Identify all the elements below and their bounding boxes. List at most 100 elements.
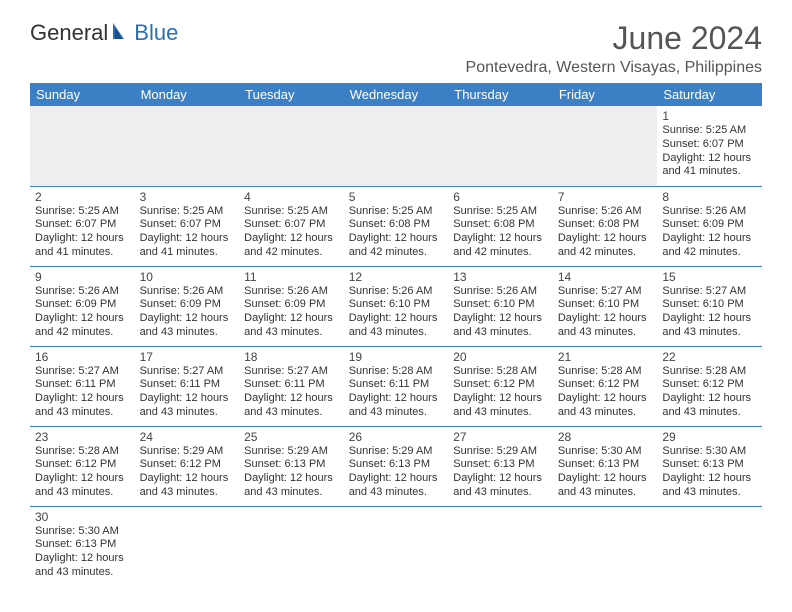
calendar-cell xyxy=(553,506,658,586)
day-info: Sunrise: 5:25 AMSunset: 6:07 PMDaylight:… xyxy=(35,205,130,260)
sunrise-text: Sunrise: 5:26 AM xyxy=(244,285,339,299)
calendar-cell: 19Sunrise: 5:28 AMSunset: 6:11 PMDayligh… xyxy=(344,346,449,426)
sunrise-text: Sunrise: 5:26 AM xyxy=(35,285,130,299)
sunset-text: Sunset: 6:10 PM xyxy=(558,298,653,312)
calendar-cell: 2Sunrise: 5:25 AMSunset: 6:07 PMDaylight… xyxy=(30,186,135,266)
calendar-cell: 27Sunrise: 5:29 AMSunset: 6:13 PMDayligh… xyxy=(448,426,553,506)
calendar-cell: 10Sunrise: 5:26 AMSunset: 6:09 PMDayligh… xyxy=(135,266,240,346)
sunset-text: Sunset: 6:11 PM xyxy=(244,378,339,392)
day-info: Sunrise: 5:26 AMSunset: 6:08 PMDaylight:… xyxy=(558,205,653,260)
daylight-text: Daylight: 12 hours and 43 minutes. xyxy=(244,312,339,340)
title-block: June 2024 Pontevedra, Western Visayas, P… xyxy=(466,20,762,77)
sunrise-text: Sunrise: 5:27 AM xyxy=(558,285,653,299)
calendar-week-row: 23Sunrise: 5:28 AMSunset: 6:12 PMDayligh… xyxy=(30,426,762,506)
day-info: Sunrise: 5:29 AMSunset: 6:13 PMDaylight:… xyxy=(453,445,548,500)
day-number: 27 xyxy=(453,430,548,444)
calendar-cell xyxy=(30,106,135,186)
day-info: Sunrise: 5:27 AMSunset: 6:10 PMDaylight:… xyxy=(662,285,757,340)
sunrise-text: Sunrise: 5:29 AM xyxy=(140,445,235,459)
sunset-text: Sunset: 6:13 PM xyxy=(453,458,548,472)
sunset-text: Sunset: 6:10 PM xyxy=(662,298,757,312)
day-number: 9 xyxy=(35,270,130,284)
daylight-text: Daylight: 12 hours and 43 minutes. xyxy=(35,472,130,500)
sunrise-text: Sunrise: 5:26 AM xyxy=(453,285,548,299)
sunrise-text: Sunrise: 5:28 AM xyxy=(453,365,548,379)
calendar-cell xyxy=(448,506,553,586)
day-info: Sunrise: 5:28 AMSunset: 6:11 PMDaylight:… xyxy=(349,365,444,420)
calendar-cell xyxy=(344,506,449,586)
daylight-text: Daylight: 12 hours and 43 minutes. xyxy=(453,312,548,340)
day-number: 24 xyxy=(140,430,235,444)
calendar-cell: 25Sunrise: 5:29 AMSunset: 6:13 PMDayligh… xyxy=(239,426,344,506)
day-info: Sunrise: 5:27 AMSunset: 6:11 PMDaylight:… xyxy=(244,365,339,420)
sunset-text: Sunset: 6:12 PM xyxy=(558,378,653,392)
calendar-cell xyxy=(553,106,658,186)
day-number: 29 xyxy=(662,430,757,444)
daylight-text: Daylight: 12 hours and 41 minutes. xyxy=(662,152,757,180)
calendar-cell: 3Sunrise: 5:25 AMSunset: 6:07 PMDaylight… xyxy=(135,186,240,266)
calendar-cell: 28Sunrise: 5:30 AMSunset: 6:13 PMDayligh… xyxy=(553,426,658,506)
day-number: 19 xyxy=(349,350,444,364)
calendar-cell: 8Sunrise: 5:26 AMSunset: 6:09 PMDaylight… xyxy=(657,186,762,266)
day-info: Sunrise: 5:26 AMSunset: 6:10 PMDaylight:… xyxy=(349,285,444,340)
sunset-text: Sunset: 6:09 PM xyxy=(35,298,130,312)
day-number: 17 xyxy=(140,350,235,364)
sunset-text: Sunset: 6:09 PM xyxy=(662,218,757,232)
sunset-text: Sunset: 6:10 PM xyxy=(453,298,548,312)
calendar-cell: 18Sunrise: 5:27 AMSunset: 6:11 PMDayligh… xyxy=(239,346,344,426)
sunset-text: Sunset: 6:13 PM xyxy=(558,458,653,472)
day-number: 8 xyxy=(662,190,757,204)
day-number: 13 xyxy=(453,270,548,284)
calendar-cell: 29Sunrise: 5:30 AMSunset: 6:13 PMDayligh… xyxy=(657,426,762,506)
daylight-text: Daylight: 12 hours and 43 minutes. xyxy=(662,312,757,340)
sunrise-text: Sunrise: 5:29 AM xyxy=(244,445,339,459)
day-info: Sunrise: 5:25 AMSunset: 6:08 PMDaylight:… xyxy=(453,205,548,260)
sunset-text: Sunset: 6:12 PM xyxy=(35,458,130,472)
calendar-week-row: 2Sunrise: 5:25 AMSunset: 6:07 PMDaylight… xyxy=(30,186,762,266)
day-number: 22 xyxy=(662,350,757,364)
calendar-cell: 22Sunrise: 5:28 AMSunset: 6:12 PMDayligh… xyxy=(657,346,762,426)
sunset-text: Sunset: 6:07 PM xyxy=(244,218,339,232)
logo-text-general: General xyxy=(30,20,108,46)
calendar-cell xyxy=(135,506,240,586)
day-info: Sunrise: 5:28 AMSunset: 6:12 PMDaylight:… xyxy=(662,365,757,420)
sunrise-text: Sunrise: 5:28 AM xyxy=(35,445,130,459)
day-info: Sunrise: 5:29 AMSunset: 6:13 PMDaylight:… xyxy=(349,445,444,500)
day-info: Sunrise: 5:26 AMSunset: 6:09 PMDaylight:… xyxy=(140,285,235,340)
sunset-text: Sunset: 6:08 PM xyxy=(453,218,548,232)
day-number: 7 xyxy=(558,190,653,204)
daylight-text: Daylight: 12 hours and 43 minutes. xyxy=(140,472,235,500)
day-header-sunday: Sunday xyxy=(30,83,135,106)
location-subtitle: Pontevedra, Western Visayas, Philippines xyxy=(466,59,762,77)
daylight-text: Daylight: 12 hours and 42 minutes. xyxy=(244,232,339,260)
day-number: 4 xyxy=(244,190,339,204)
day-info: Sunrise: 5:26 AMSunset: 6:09 PMDaylight:… xyxy=(244,285,339,340)
sail-icon xyxy=(110,21,132,46)
calendar-cell: 23Sunrise: 5:28 AMSunset: 6:12 PMDayligh… xyxy=(30,426,135,506)
calendar-cell xyxy=(239,106,344,186)
day-number: 2 xyxy=(35,190,130,204)
day-info: Sunrise: 5:25 AMSunset: 6:07 PMDaylight:… xyxy=(140,205,235,260)
page-header: General Blue June 2024 Pontevedra, Weste… xyxy=(30,20,762,77)
day-number: 26 xyxy=(349,430,444,444)
day-header-wednesday: Wednesday xyxy=(344,83,449,106)
calendar-body: 1Sunrise: 5:25 AMSunset: 6:07 PMDaylight… xyxy=(30,106,762,586)
sunrise-text: Sunrise: 5:29 AM xyxy=(453,445,548,459)
sunrise-text: Sunrise: 5:26 AM xyxy=(140,285,235,299)
sunset-text: Sunset: 6:12 PM xyxy=(662,378,757,392)
day-number: 25 xyxy=(244,430,339,444)
calendar-cell xyxy=(448,106,553,186)
calendar-cell xyxy=(344,106,449,186)
sunset-text: Sunset: 6:12 PM xyxy=(453,378,548,392)
daylight-text: Daylight: 12 hours and 41 minutes. xyxy=(35,232,130,260)
daylight-text: Daylight: 12 hours and 43 minutes. xyxy=(349,472,444,500)
daylight-text: Daylight: 12 hours and 43 minutes. xyxy=(244,392,339,420)
day-number: 6 xyxy=(453,190,548,204)
day-number: 18 xyxy=(244,350,339,364)
sunrise-text: Sunrise: 5:25 AM xyxy=(453,205,548,219)
day-info: Sunrise: 5:26 AMSunset: 6:09 PMDaylight:… xyxy=(35,285,130,340)
daylight-text: Daylight: 12 hours and 43 minutes. xyxy=(558,472,653,500)
daylight-text: Daylight: 12 hours and 43 minutes. xyxy=(662,472,757,500)
daylight-text: Daylight: 12 hours and 42 minutes. xyxy=(558,232,653,260)
sunrise-text: Sunrise: 5:26 AM xyxy=(349,285,444,299)
